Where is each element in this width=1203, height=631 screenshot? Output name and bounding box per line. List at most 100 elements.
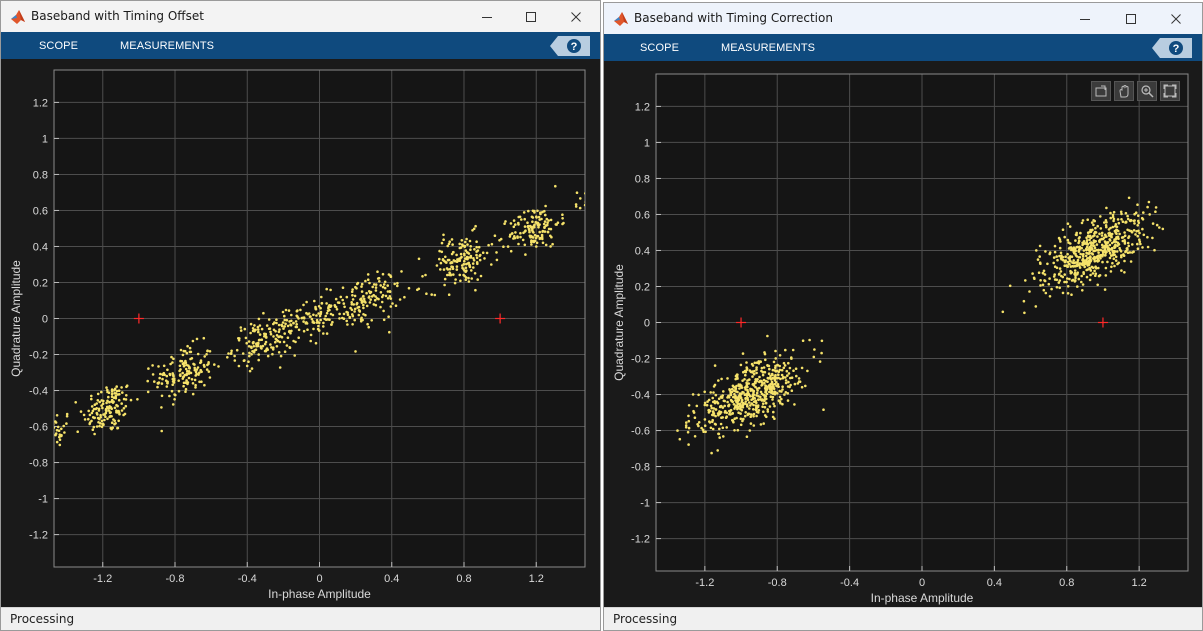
- data-point: [755, 368, 758, 371]
- data-point: [1069, 265, 1073, 268]
- data-point: [1114, 240, 1118, 243]
- data-point: [1117, 221, 1121, 225]
- data-point: [739, 363, 743, 367]
- data-point: [1085, 245, 1089, 249]
- data-point: [1128, 229, 1131, 232]
- y-tick-label: -0.6: [29, 422, 48, 434]
- title-bar[interactable]: Baseband with Timing Correction: [604, 3, 1202, 34]
- restore-view-button[interactable]: [1091, 81, 1111, 101]
- data-point: [372, 283, 376, 286]
- close-button[interactable]: [1155, 6, 1197, 32]
- data-point: [312, 313, 315, 317]
- data-point: [117, 398, 121, 402]
- data-point: [760, 379, 763, 383]
- data-point: [243, 327, 247, 331]
- data-point: [391, 302, 394, 305]
- data-point: [227, 352, 230, 355]
- data-point: [1103, 254, 1107, 257]
- constellation-plot[interactable]: -1.2 -0.8 -0.4 0 0.4 0.8 1.2 1.2 1 0.8 0.6 0.4 0.2 0 -…: [1, 59, 600, 608]
- data-point: [196, 366, 200, 369]
- pan-button[interactable]: [1114, 81, 1134, 101]
- data-point: [709, 426, 713, 430]
- data-point: [254, 348, 258, 352]
- data-point: [538, 237, 542, 241]
- close-button[interactable]: [555, 4, 597, 30]
- data-point: [200, 380, 203, 384]
- data-point: [454, 278, 457, 281]
- data-point: [1055, 255, 1058, 258]
- axes-area[interactable]: -1.2 -0.8 -0.4 0 0.4 0.8 1.2 1.2 1 0.8 0.6 0.4 0.2 0 -…: [1, 59, 600, 608]
- data-point: [1048, 252, 1051, 256]
- data-point: [745, 385, 748, 388]
- data-point: [362, 303, 365, 307]
- tab-measurements[interactable]: MEASUREMENTS: [120, 40, 215, 52]
- data-point: [470, 277, 474, 280]
- data-point: [58, 435, 61, 439]
- minimize-button[interactable]: [1064, 6, 1106, 32]
- tab-measurements[interactable]: MEASUREMENTS: [721, 42, 816, 54]
- data-point: [546, 221, 549, 224]
- minimize-button[interactable]: [466, 4, 508, 30]
- data-point: [1041, 283, 1045, 287]
- data-point: [98, 400, 101, 404]
- data-point: [199, 368, 202, 372]
- data-point: [516, 236, 519, 239]
- data-point: [1050, 287, 1053, 291]
- data-point: [806, 369, 809, 373]
- data-point: [1101, 246, 1104, 249]
- maximize-button[interactable]: [1110, 6, 1152, 32]
- data-point: [257, 338, 261, 342]
- data-point: [1076, 285, 1079, 288]
- data-point: [1057, 236, 1061, 240]
- data-point: [1135, 230, 1138, 233]
- data-point: [711, 396, 714, 400]
- data-point: [103, 418, 106, 422]
- data-point: [424, 273, 427, 277]
- data-point: [742, 370, 745, 374]
- help-button[interactable]: ?: [550, 36, 590, 56]
- tab-scope[interactable]: SCOPE: [39, 40, 79, 52]
- data-point: [544, 243, 548, 247]
- data-point: [555, 223, 558, 226]
- data-point: [442, 268, 446, 271]
- tab-scope[interactable]: SCOPE: [640, 42, 680, 54]
- data-point: [475, 253, 478, 257]
- autoscale-button[interactable]: [1160, 81, 1180, 101]
- title-bar[interactable]: Baseband with Timing Offset: [1, 1, 600, 32]
- data-point: [342, 317, 346, 321]
- data-point: [325, 287, 329, 291]
- data-point: [777, 373, 780, 377]
- data-point: [354, 350, 357, 353]
- data-point: [452, 273, 455, 276]
- data-point: [373, 298, 377, 302]
- data-point: [1078, 236, 1081, 239]
- data-point: [1112, 240, 1116, 243]
- data-point: [1132, 250, 1135, 253]
- data-point: [1124, 211, 1128, 215]
- data-point: [749, 415, 752, 419]
- maximize-button[interactable]: [510, 4, 552, 30]
- x-tick-label: -0.8: [166, 573, 185, 585]
- data-point: [752, 372, 756, 376]
- data-point: [1036, 258, 1040, 261]
- data-point: [1008, 284, 1012, 288]
- data-point: [1072, 250, 1075, 254]
- axes-area[interactable]: -1.2 -0.8 -0.4 0 0.4 0.8 1.2 1.2 1 0.8 0.6 0.4 0.2 0 -…: [604, 61, 1202, 608]
- data-point: [531, 228, 534, 232]
- constellation-plot[interactable]: -1.2 -0.8 -0.4 0 0.4 0.8 1.2 1.2 1 0.8 0.6 0.4 0.2 0 -…: [604, 61, 1202, 608]
- data-point: [320, 295, 323, 299]
- help-button[interactable]: ?: [1152, 38, 1192, 58]
- data-point: [121, 391, 124, 394]
- zoom-in-button[interactable]: [1137, 81, 1157, 101]
- status-text: Processing: [613, 612, 678, 626]
- data-point: [1107, 232, 1110, 235]
- data-point: [740, 386, 744, 389]
- data-point: [110, 427, 113, 431]
- data-point: [718, 436, 721, 439]
- data-point: [787, 380, 790, 384]
- data-point: [205, 353, 208, 356]
- data-point: [1035, 249, 1038, 252]
- data-point: [384, 294, 388, 298]
- data-point: [195, 368, 199, 371]
- data-point: [364, 279, 367, 283]
